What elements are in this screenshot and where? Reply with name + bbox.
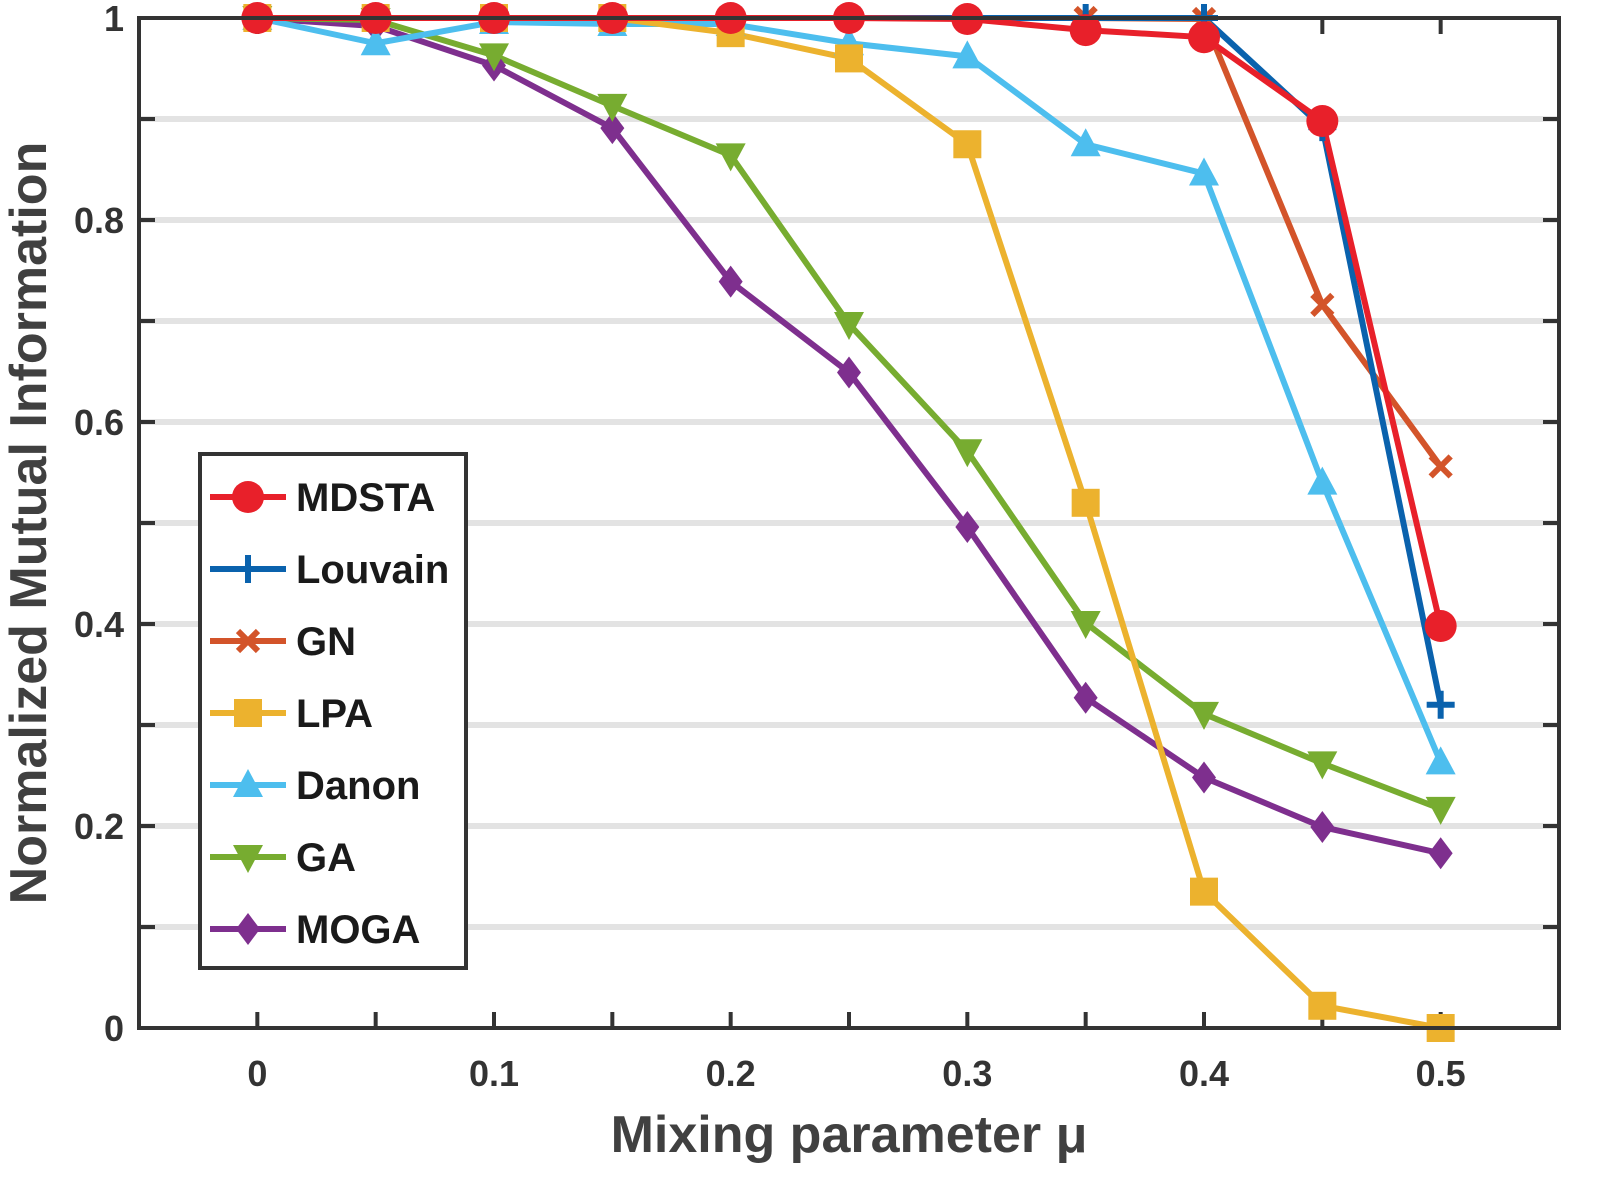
x-tick-label: 0.2	[706, 1053, 756, 1094]
x-tick-label: 0	[247, 1053, 267, 1094]
legend: MDSTA Louvain GN LPA Danon GA MOGA	[198, 452, 468, 970]
data-point-mdsta	[1069, 14, 1102, 47]
data-point-ga	[834, 312, 864, 341]
x-tick-labels: 0 0.1 0.2 0.3 0.4 0.5	[247, 1053, 1465, 1094]
data-point-lpa	[1190, 877, 1218, 906]
legend-label-louvain: Louvain	[296, 548, 449, 592]
data-point-mdsta	[1424, 610, 1457, 643]
data-point-danon	[1070, 128, 1101, 157]
legend-label-gn: GN	[296, 620, 356, 664]
y-tick-label: 0	[104, 1008, 124, 1049]
x-tick-label: 0.1	[469, 1053, 519, 1094]
data-point-ga	[1070, 610, 1101, 639]
legend-marker-ga	[233, 845, 263, 873]
data-point-danon	[1307, 466, 1338, 495]
y-tick-label: 0.8	[74, 200, 124, 241]
legend-label-mdsta: MDSTA	[296, 476, 435, 520]
data-point-moga	[837, 356, 861, 389]
legend-label-moga: MOGA	[296, 908, 420, 952]
y-tick-label: 0.6	[74, 402, 124, 443]
data-point-moga	[600, 112, 625, 145]
data-point-gn	[1428, 454, 1453, 479]
x-tick-label: 0.3	[942, 1053, 992, 1094]
data-point-danon	[1425, 746, 1456, 775]
data-point-lpa	[835, 44, 863, 73]
legend-marker-moga	[236, 913, 260, 945]
data-point-gn	[1310, 292, 1335, 317]
data-point-ga	[479, 43, 509, 72]
y-tick-label: 0.4	[74, 604, 124, 645]
data-point-moga	[1428, 837, 1453, 870]
data-point-danon	[952, 40, 983, 69]
data-point-lpa	[953, 130, 982, 159]
x-axis-title: Mixing parameter μ	[611, 1106, 1088, 1164]
legend-marker-lpa	[234, 699, 262, 727]
data-point-ga	[715, 143, 746, 172]
data-point-lpa	[1308, 991, 1337, 1020]
data-point-louvain	[1426, 690, 1455, 719]
y-tick-label: 1	[104, 0, 124, 39]
legend-label-lpa: LPA	[296, 692, 373, 736]
y-tick-labels: 0 0.2 0.4 0.6 0.8 1	[74, 0, 124, 1049]
legend-label-ga: GA	[296, 836, 356, 880]
x-tick-label: 0.5	[1416, 1053, 1466, 1094]
y-tick-label: 0.2	[74, 806, 124, 847]
data-point-moga	[955, 511, 980, 544]
data-point-moga	[1310, 811, 1335, 844]
plot-frame	[137, 16, 1561, 1030]
data-point-danon	[1189, 157, 1219, 186]
data-point-moga	[1073, 681, 1098, 714]
x-tick-label: 0.4	[1179, 1053, 1229, 1094]
data-point-lpa	[1071, 488, 1100, 517]
legend-label-danon: Danon	[296, 764, 420, 808]
data-point-ga	[1307, 751, 1338, 780]
legend-marker-danon	[233, 769, 263, 797]
data-point-ga	[952, 439, 983, 468]
y-axis-title: Normalized Mutual Information	[0, 142, 58, 905]
data-point-danon	[360, 27, 391, 56]
data-point-mdsta	[1306, 105, 1339, 138]
data-point-mdsta	[1188, 21, 1220, 54]
data-point-moga	[718, 265, 743, 298]
data-point-ga	[1189, 701, 1219, 730]
data-point-ga	[1425, 796, 1456, 825]
legend-marker-mdsta	[232, 481, 264, 513]
legend-marker-louvain	[234, 555, 262, 583]
data-point-ga	[597, 93, 628, 122]
data-point-moga	[1192, 761, 1216, 794]
legend-marker-gn	[235, 628, 261, 654]
